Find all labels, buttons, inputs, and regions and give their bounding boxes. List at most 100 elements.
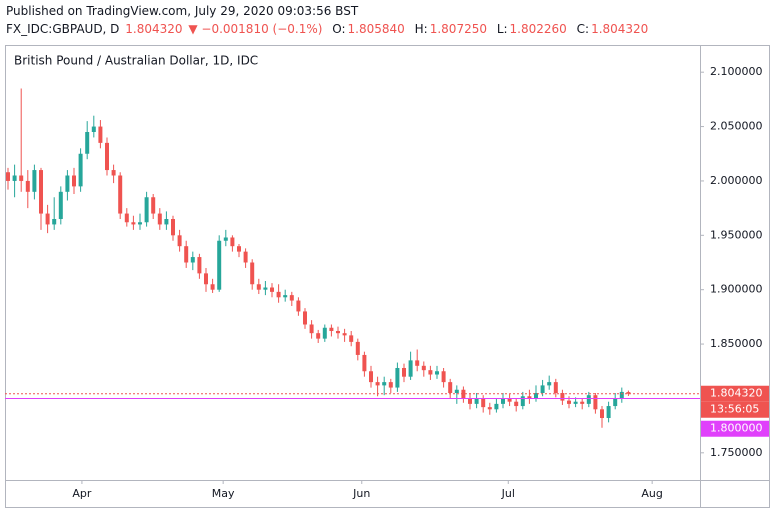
candle-body [204, 273, 208, 285]
candle-body [454, 389, 459, 393]
candle-body [151, 197, 156, 214]
y-tick-label: 1.950000 [710, 228, 763, 241]
candle-body [580, 401, 585, 404]
candle-body [501, 398, 505, 404]
candle-body [388, 382, 393, 388]
candle-body [375, 382, 380, 386]
chart-title: British Pound / Australian Dollar, 1D, I… [14, 54, 258, 68]
candle-body [514, 401, 519, 407]
y-tick-label: 2.100000 [710, 65, 763, 78]
candle-body [329, 327, 334, 332]
candle-body [105, 142, 109, 171]
candle-body [560, 393, 565, 401]
countdown-box [701, 401, 769, 418]
candle-body [586, 395, 591, 404]
candle-body [25, 180, 30, 192]
y-tick-label: 2.050000 [710, 120, 763, 133]
candle-body [72, 175, 76, 187]
published-note: Published on TradingView.com, July 29, 2… [6, 4, 359, 18]
x-tick-label: Apr [72, 487, 92, 500]
candle-body [289, 295, 294, 301]
candle-body [263, 287, 268, 290]
countdown: 13:56:05 [710, 403, 759, 416]
candle-body [342, 333, 347, 336]
candle-body [270, 287, 274, 292]
candle-body [85, 132, 90, 154]
candle-body [408, 360, 413, 377]
candle-body [171, 219, 175, 236]
x-tick-label: Jun [352, 487, 370, 500]
change: ▼ −0.001810 (−0.1%) [188, 22, 323, 36]
candle-body [534, 393, 538, 399]
candle-body [256, 284, 261, 290]
candle-body [362, 354, 367, 372]
open-value: 1.805840 [347, 22, 405, 36]
candle-body [441, 371, 446, 383]
candle-body [164, 219, 169, 225]
candle-body [283, 295, 288, 298]
candle-body [567, 400, 571, 404]
close-value: 1.804320 [591, 22, 649, 36]
candle-body [91, 126, 96, 132]
candle-body [520, 396, 525, 407]
candle-body [52, 219, 57, 225]
high-label: H: [414, 22, 428, 36]
candle-body [157, 213, 162, 225]
candle-body [336, 331, 340, 334]
candle-body [415, 360, 420, 366]
candle-body [217, 240, 222, 290]
candle-body [626, 392, 631, 394]
candle-body [355, 341, 360, 355]
candle-body [322, 327, 327, 339]
candle-body [435, 371, 439, 375]
candle-body [461, 389, 466, 399]
symbol: FX_IDC:GBPAUD, D [6, 22, 120, 36]
candle-body [65, 175, 70, 192]
candle-body [369, 371, 373, 383]
y-tick-label: 1.850000 [710, 337, 763, 350]
price-label: 1.804320 [710, 387, 763, 400]
chart-frame [5, 45, 770, 508]
quote-line: FX_IDC:GBPAUD, D 1.804320 ▼ −0.001810 (−… [6, 22, 650, 36]
y-tick-label: 1.900000 [710, 283, 763, 296]
candle-body [547, 382, 552, 386]
candle-body [316, 333, 321, 339]
candle-body [402, 367, 406, 377]
candle-body [32, 170, 37, 192]
candle-body [468, 398, 472, 404]
candle-body [619, 391, 624, 399]
candle-body [600, 409, 604, 419]
alert-label-box [701, 420, 769, 437]
candle-body [481, 398, 486, 408]
candle-body [210, 284, 215, 290]
low-value: 1.802260 [509, 22, 567, 36]
candle-body [540, 385, 545, 393]
candle-body [98, 126, 103, 143]
candle-body [45, 213, 50, 225]
candle-body [184, 246, 189, 263]
price-label-box [701, 385, 769, 402]
high-value: 1.807250 [429, 22, 487, 36]
candle-body [58, 191, 63, 219]
candle-body [349, 335, 354, 342]
candle-body [118, 175, 123, 214]
candle-body [553, 382, 558, 393]
y-tick-label: 1.750000 [710, 446, 763, 459]
candle-body [382, 382, 387, 386]
candle-body [190, 257, 195, 263]
candle-body [296, 300, 301, 312]
low-label: L: [496, 22, 508, 36]
candle-body [243, 251, 248, 263]
candle-body [573, 401, 578, 404]
close-label: C: [576, 22, 590, 36]
candle-body [124, 213, 129, 223]
candle-body [606, 406, 611, 419]
candle-body [177, 235, 182, 247]
candle-body [131, 222, 136, 225]
candle-body [223, 237, 228, 241]
candle-body [78, 153, 83, 187]
candle-body [276, 291, 281, 298]
candle-body [474, 398, 479, 404]
